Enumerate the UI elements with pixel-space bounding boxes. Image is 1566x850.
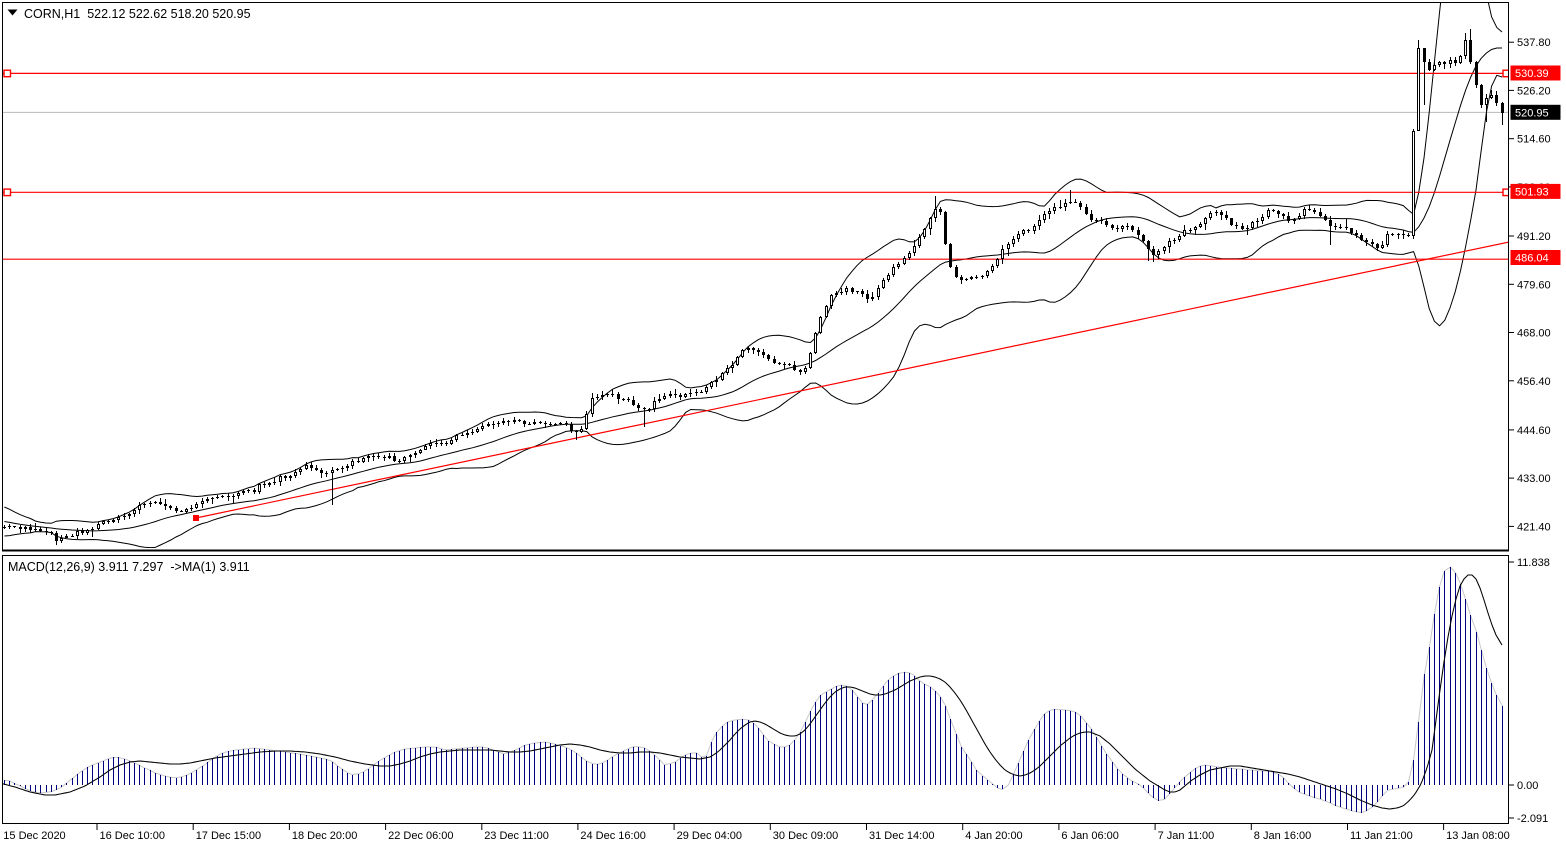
svg-text:16 Dec 10:00: 16 Dec 10:00 — [100, 830, 165, 842]
svg-text:29 Dec 04:00: 29 Dec 04:00 — [677, 830, 742, 842]
svg-text:8 Jan 16:00: 8 Jan 16:00 — [1254, 830, 1312, 842]
svg-text:30 Dec 09:00: 30 Dec 09:00 — [773, 830, 838, 842]
svg-text:MACD(12,26,9) 3.911 7.297 ->M: MACD(12,26,9) 3.911 7.297 ->MA(1) 3.911 — [8, 560, 250, 574]
svg-text:23 Dec 11:00: 23 Dec 11:00 — [484, 830, 549, 842]
svg-text:491.20: 491.20 — [1517, 231, 1551, 243]
svg-text:421.40: 421.40 — [1517, 521, 1551, 533]
svg-text:7 Jan 11:00: 7 Jan 11:00 — [1158, 830, 1215, 842]
svg-text:4 Jan 20:00: 4 Jan 20:00 — [965, 830, 1023, 842]
svg-text:24 Dec 16:00: 24 Dec 16:00 — [580, 830, 645, 842]
svg-text:0.00: 0.00 — [1517, 780, 1538, 792]
svg-text:537.80: 537.80 — [1517, 37, 1551, 49]
svg-text:433.00: 433.00 — [1517, 473, 1551, 485]
svg-text:CORN,H1 522.12 522.62 518.20: CORN,H1 522.12 522.62 518.20 520.95 — [24, 7, 251, 21]
svg-text:444.60: 444.60 — [1517, 425, 1551, 437]
svg-text:530.39: 530.39 — [1515, 68, 1549, 80]
svg-text:15 Dec 2020: 15 Dec 2020 — [3, 830, 65, 842]
svg-text:22 Dec 06:00: 22 Dec 06:00 — [388, 830, 453, 842]
svg-text:13 Jan 08:00: 13 Jan 08:00 — [1446, 830, 1510, 842]
svg-text:526.20: 526.20 — [1517, 85, 1551, 97]
svg-text:6 Jan 06:00: 6 Jan 06:00 — [1061, 830, 1119, 842]
svg-text:18 Dec 20:00: 18 Dec 20:00 — [292, 830, 357, 842]
svg-text:479.60: 479.60 — [1517, 279, 1551, 291]
svg-text:501.93: 501.93 — [1515, 187, 1549, 199]
svg-text:11.838: 11.838 — [1517, 557, 1550, 569]
svg-text:468.00: 468.00 — [1517, 328, 1551, 340]
svg-text:456.40: 456.40 — [1517, 376, 1551, 388]
svg-text:514.60: 514.60 — [1517, 134, 1551, 146]
svg-text:31 Dec 14:00: 31 Dec 14:00 — [869, 830, 934, 842]
svg-text:17 Dec 15:00: 17 Dec 15:00 — [196, 830, 261, 842]
svg-text:11 Jan 21:00: 11 Jan 21:00 — [1350, 830, 1413, 842]
svg-text:520.95: 520.95 — [1515, 108, 1549, 120]
svg-text:-2.091: -2.091 — [1517, 813, 1548, 825]
svg-text:486.04: 486.04 — [1515, 253, 1549, 265]
